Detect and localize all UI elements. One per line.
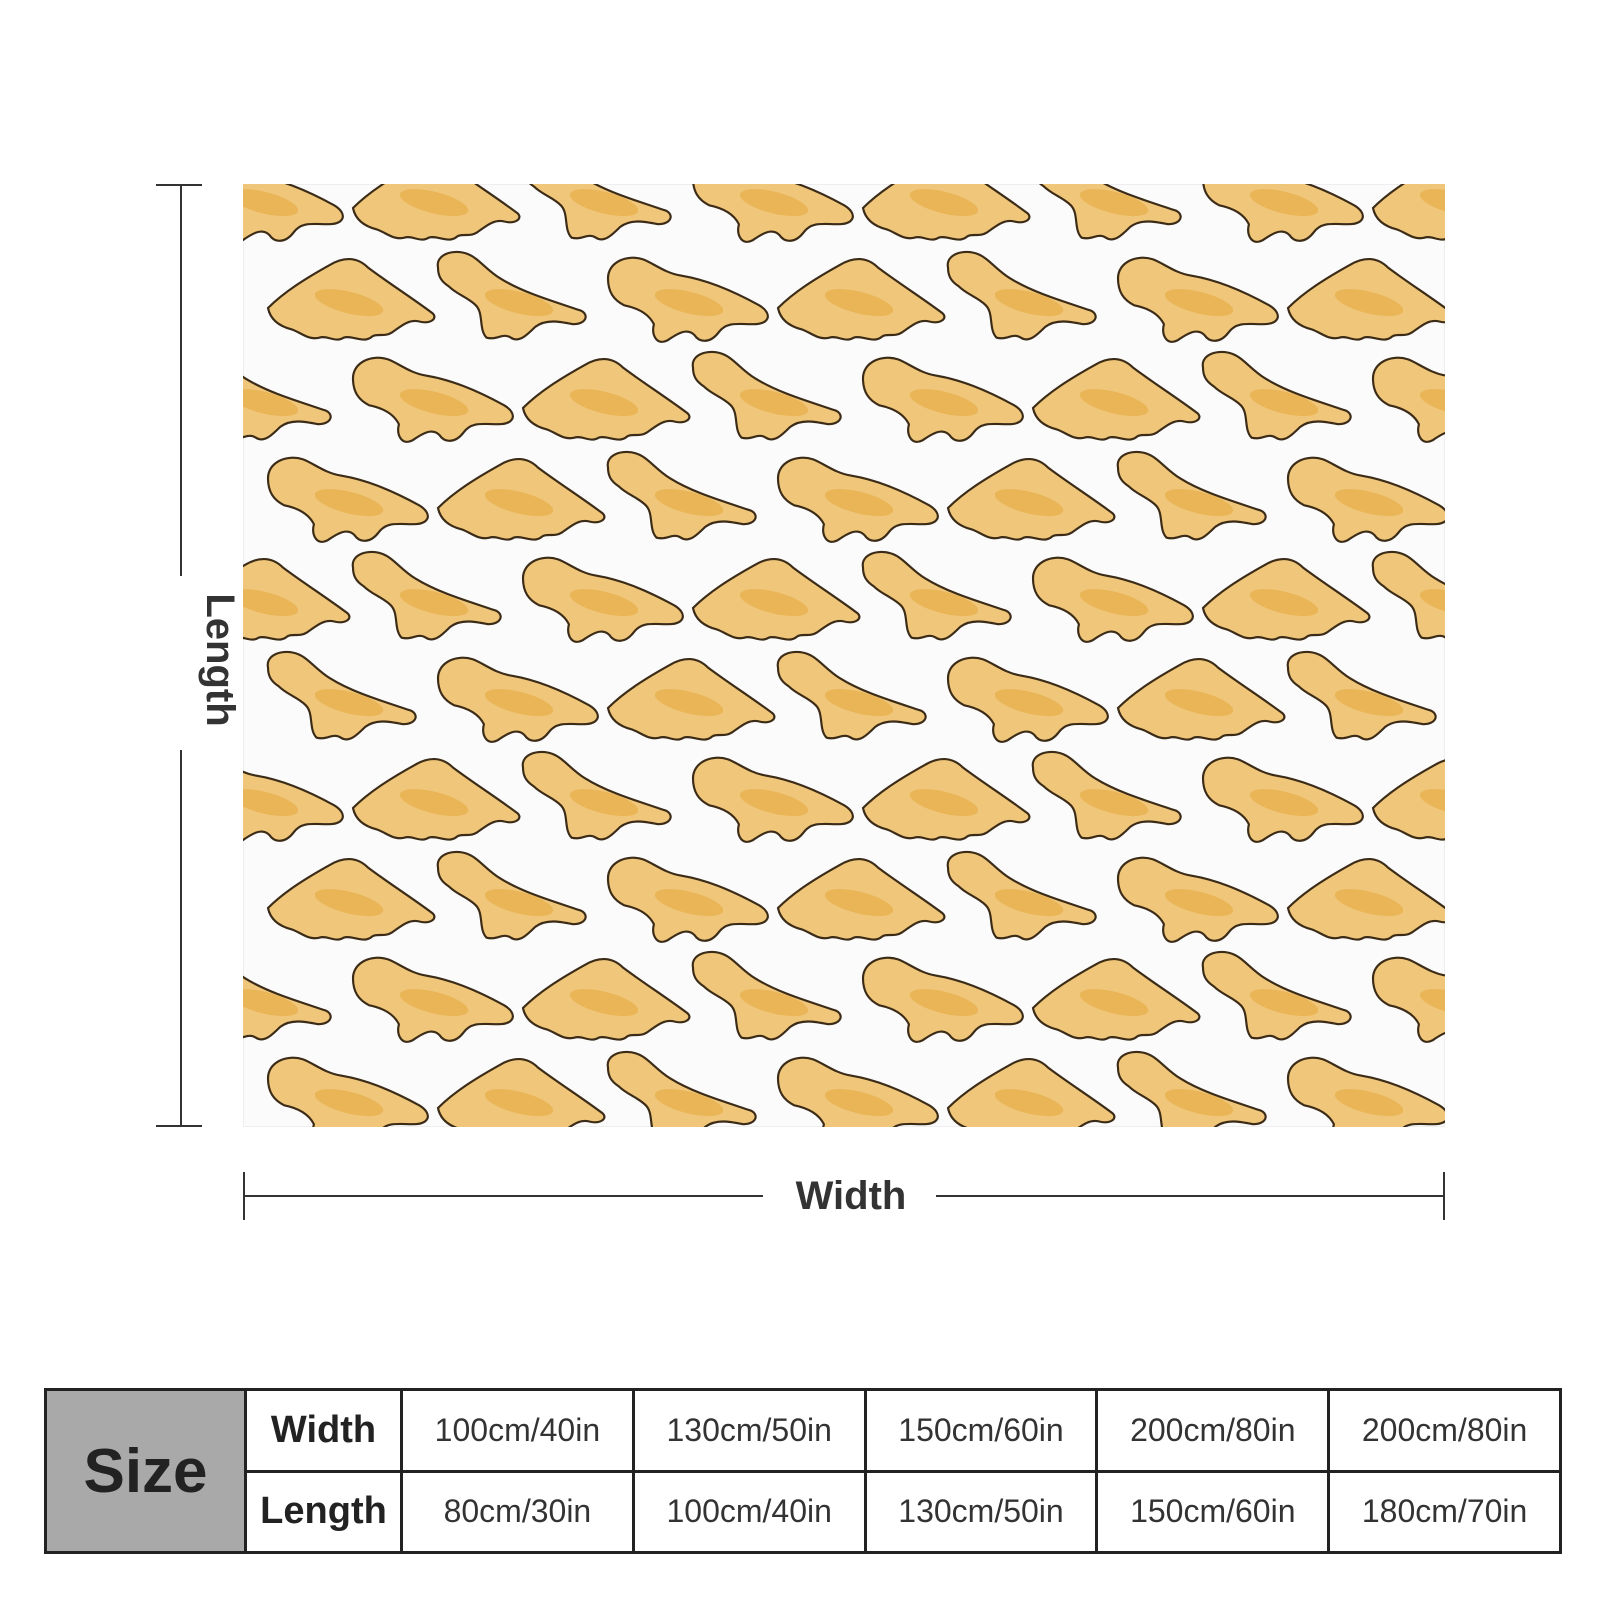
dino-nugget-icon bbox=[1286, 650, 1437, 741]
dino-nugget-icon bbox=[266, 456, 429, 543]
dino-nugget-icon bbox=[243, 975, 332, 1041]
dino-nugget-icon bbox=[861, 550, 1012, 641]
width-row-label: Width bbox=[244, 1388, 403, 1473]
dino-nugget-icon bbox=[521, 556, 684, 643]
length-cell: 180cm/70in bbox=[1327, 1469, 1562, 1554]
dino-nugget-icon bbox=[521, 750, 672, 841]
dino-nugget-icon bbox=[521, 357, 691, 441]
dino-nugget-icon bbox=[1371, 356, 1445, 443]
dino-nugget-icon bbox=[1116, 450, 1267, 541]
dino-nugget-icon bbox=[351, 550, 502, 641]
dino-nugget-icon bbox=[1286, 257, 1445, 341]
dino-nugget-icon bbox=[861, 184, 1031, 241]
width-cell: 200cm/80in bbox=[1327, 1388, 1562, 1473]
width-row: Size Width 100cm/40in 130cm/50in 150cm/6… bbox=[44, 1388, 1562, 1554]
dino-nugget-icon bbox=[1201, 950, 1352, 1041]
dino-nugget-icon bbox=[692, 184, 854, 243]
blanket-pattern-image bbox=[243, 184, 1445, 1127]
size-header: Size bbox=[44, 1388, 247, 1554]
dino-nugget-icon bbox=[606, 856, 769, 943]
dino-nugget-icon bbox=[861, 356, 1024, 443]
length-row-label: Length bbox=[244, 1469, 403, 1554]
dino-nugget-icon bbox=[1031, 750, 1182, 841]
dino-nugget-icon bbox=[243, 375, 332, 441]
dino-nugget-icon bbox=[776, 257, 946, 341]
dino-nugget-icon bbox=[243, 770, 344, 842]
dino-nugget-icon bbox=[351, 757, 521, 841]
dino-nugget-icon bbox=[946, 457, 1116, 541]
dino-nugget-icon bbox=[1371, 759, 1445, 841]
dino-nugget-icon bbox=[1202, 184, 1364, 243]
dino-nugget-icon bbox=[1031, 556, 1194, 643]
dino-nugget-icon bbox=[521, 957, 691, 1041]
dino-nugget-icon bbox=[691, 950, 842, 1041]
dino-nugget-icon bbox=[691, 350, 842, 441]
dino-nugget-icon bbox=[946, 850, 1097, 941]
dino-nugget-icon bbox=[436, 250, 587, 341]
dino-nugget-icon bbox=[351, 184, 521, 241]
dino-nugget-icon bbox=[436, 656, 599, 743]
dino-nugget-icon bbox=[1286, 456, 1445, 543]
dino-nugget-icon bbox=[946, 656, 1109, 743]
dino-nugget-icon bbox=[1031, 357, 1201, 441]
dino-nugget-icon bbox=[606, 657, 776, 741]
dino-nugget-icon bbox=[861, 757, 1031, 841]
dino-nugget-icon bbox=[1116, 856, 1279, 943]
dino-nugget-icon bbox=[606, 256, 769, 343]
dino-nugget-icon bbox=[1286, 857, 1445, 941]
dino-nugget-icon bbox=[266, 857, 436, 941]
dino-nugget-icon bbox=[1201, 557, 1371, 641]
length-cell: 100cm/40in bbox=[631, 1469, 867, 1554]
dino-nugget-icon bbox=[1031, 957, 1201, 1041]
dino-nugget-icon bbox=[1286, 1056, 1445, 1127]
dino-nugget-icon bbox=[1201, 756, 1364, 843]
length-cell: 150cm/60in bbox=[1095, 1469, 1331, 1554]
length-cell: 130cm/50in bbox=[863, 1469, 1099, 1554]
dino-nugget-icon bbox=[776, 456, 939, 543]
dino-nugget-icon bbox=[1116, 256, 1279, 343]
dino-nugget-icon bbox=[776, 1056, 939, 1127]
dino-nugget-icon bbox=[776, 857, 946, 941]
length-row: Length 80cm/30in 100cm/40in 130cm/50in 1… bbox=[46, 1469, 1562, 1554]
dino-nugget-icon bbox=[691, 557, 861, 641]
dino-nugget-icon bbox=[266, 1056, 429, 1127]
dino-nugget-icon bbox=[243, 557, 351, 641]
dino-nugget-icon bbox=[691, 756, 854, 843]
dino-nugget-icon bbox=[1116, 1050, 1267, 1127]
width-cell: 200cm/80in bbox=[1095, 1388, 1331, 1473]
dino-nugget-icon bbox=[1371, 956, 1445, 1043]
dino-nugget-icon bbox=[266, 650, 417, 741]
width-cell: 100cm/40in bbox=[400, 1388, 635, 1473]
dino-nugget-icon bbox=[861, 956, 1024, 1043]
dino-nugget-icon bbox=[606, 1050, 757, 1127]
dino-nugget-icon bbox=[436, 1057, 606, 1127]
dino-nugget-icon bbox=[1116, 657, 1286, 741]
dino-nugget-icon bbox=[351, 956, 514, 1043]
dino-nugget-icon bbox=[528, 184, 672, 241]
width-cell: 150cm/60in bbox=[863, 1388, 1099, 1473]
dino-nugget-icon bbox=[776, 650, 927, 741]
dino-nugget-icon bbox=[436, 850, 587, 941]
width-label: Width bbox=[766, 1176, 936, 1216]
dino-nugget-icon bbox=[266, 257, 436, 341]
width-cell: 130cm/50in bbox=[631, 1388, 867, 1473]
dino-nugget-icon bbox=[243, 184, 344, 242]
dino-nugget-icon bbox=[606, 450, 757, 541]
dino-nugget-icon bbox=[1371, 184, 1445, 241]
dino-nugget-icon bbox=[1201, 350, 1352, 441]
dino-nugget-icon bbox=[1038, 184, 1182, 241]
length-cell: 80cm/30in bbox=[400, 1469, 635, 1554]
dino-nugget-icon bbox=[1371, 550, 1445, 640]
dino-nugget-icon bbox=[436, 457, 606, 541]
dino-nugget-icon bbox=[351, 356, 514, 443]
length-label: Length bbox=[198, 590, 242, 730]
size-table: Size Width 100cm/40in 130cm/50in 150cm/6… bbox=[44, 1388, 1562, 1554]
dino-nugget-icon bbox=[946, 1057, 1116, 1127]
dino-nugget-icon bbox=[946, 250, 1097, 341]
